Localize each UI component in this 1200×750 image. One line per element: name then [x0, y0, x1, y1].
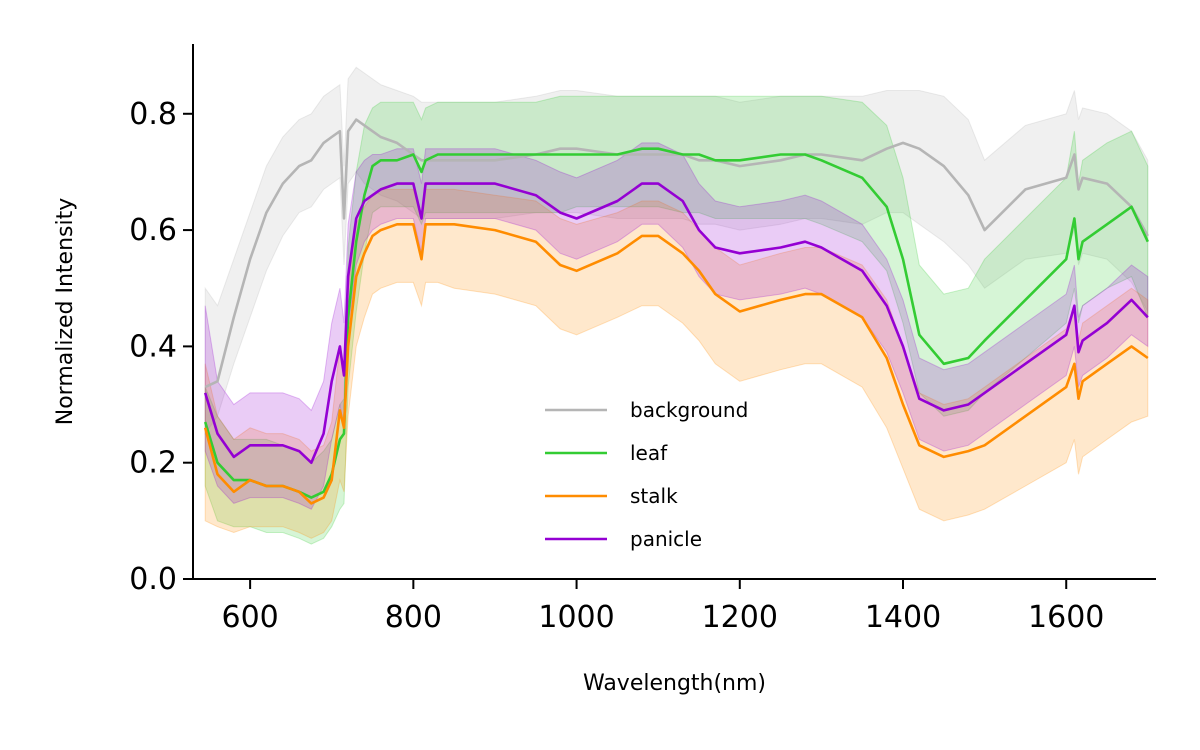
line-panicle — [203, 182, 1149, 464]
legend-label-panicle: panicle — [630, 527, 702, 551]
band-panicle — [204, 142, 1149, 510]
y-tick-label: 0.8 — [129, 97, 177, 132]
x-tick-label: 1600 — [1028, 600, 1104, 635]
line-leaf — [203, 147, 1149, 499]
y-tick-label: 0.2 — [129, 446, 177, 481]
band-stalk — [204, 188, 1149, 539]
legend-label-stalk: stalk — [630, 484, 678, 508]
line-background — [204, 118, 1149, 389]
x-tick-label: 1400 — [865, 600, 941, 635]
y-axis-ticks: 0.0 0.2 0.4 0.6 0.8 — [129, 97, 193, 597]
y-axis-title: Normalized Intensity — [53, 198, 78, 426]
x-tick-label: 1000 — [538, 600, 614, 635]
band-background — [204, 66, 1149, 436]
confidence-bands — [204, 66, 1149, 545]
x-axis-ticks: 600 800 1000 1200 1400 1600 — [221, 579, 1104, 635]
legend-label-background: background — [630, 398, 748, 422]
line-stalk — [203, 223, 1149, 505]
x-tick-label: 600 — [221, 600, 278, 635]
legend-label-leaf: leaf — [630, 441, 668, 465]
x-tick-label: 1200 — [702, 600, 778, 635]
x-tick-label: 800 — [385, 600, 442, 635]
y-tick-label: 0.6 — [129, 213, 177, 248]
x-axis-title: Wavelength(nm) — [583, 671, 766, 696]
y-tick-label: 0.0 — [129, 562, 177, 597]
series-lines — [203, 118, 1149, 505]
legend: background leaf stalk panicle — [545, 398, 748, 551]
y-tick-label: 0.4 — [129, 329, 177, 364]
